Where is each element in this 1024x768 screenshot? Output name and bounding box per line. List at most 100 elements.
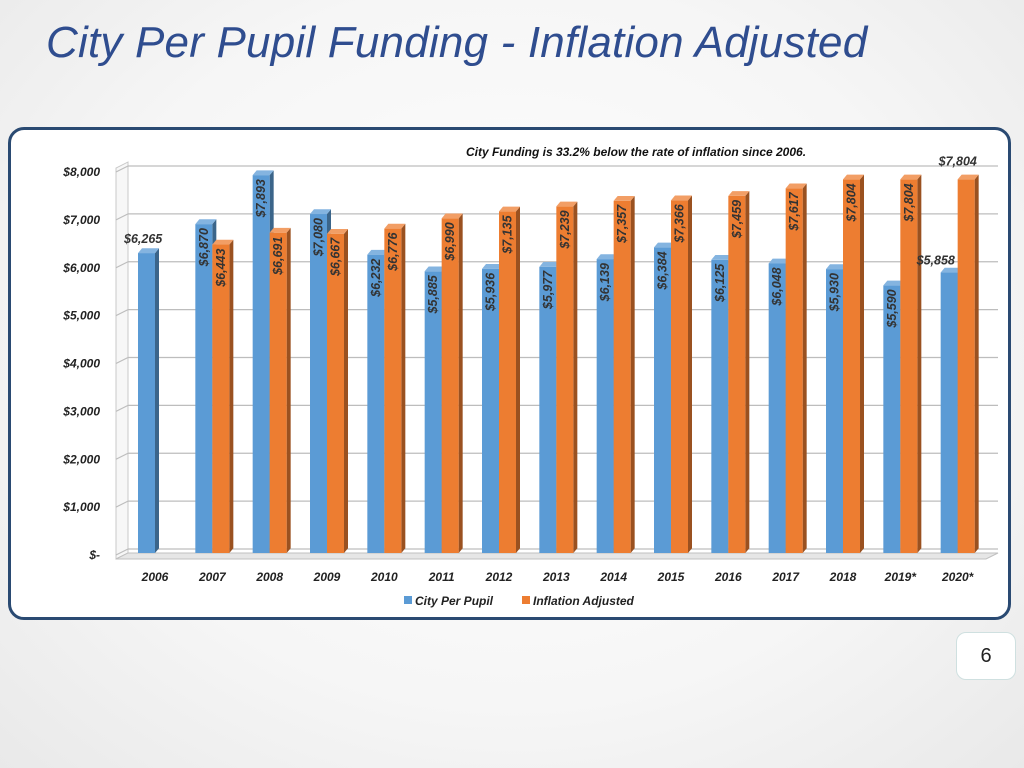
bar — [327, 229, 348, 553]
bar-front — [252, 175, 270, 553]
legend-item: Inflation Adjusted — [522, 594, 635, 608]
bar — [785, 183, 807, 553]
data-label: $7,459 — [730, 200, 744, 239]
bar-top — [539, 262, 561, 267]
bar — [957, 174, 979, 554]
bar-top — [883, 280, 905, 286]
gridline-wall — [115, 356, 129, 365]
y-tick-label: $8,000 — [62, 165, 100, 179]
gridline-wall — [115, 404, 129, 412]
bar-top — [785, 183, 807, 189]
bar-front — [327, 233, 344, 553]
gridline-wall — [115, 500, 129, 508]
y-tick-label: $4,000 — [62, 357, 100, 371]
bar-side — [344, 229, 348, 553]
bar-front — [671, 200, 688, 553]
bar-top — [499, 206, 520, 212]
bar-side — [573, 201, 578, 553]
bar-side — [974, 174, 979, 553]
data-label: $6,691 — [271, 237, 285, 276]
bar-top — [768, 258, 790, 264]
data-label: $6,139 — [598, 263, 612, 302]
data-label: $6,265 — [123, 232, 163, 246]
data-label: $7,893 — [254, 179, 268, 218]
slide-title: City Per Pupil Funding - Inflation Adjus… — [46, 18, 868, 67]
data-label: $6,048 — [770, 267, 784, 306]
gridline-wall — [115, 261, 129, 269]
x-tick-label: 2012 — [485, 570, 513, 584]
x-tick-label: 2009 — [313, 570, 341, 584]
bar-top — [252, 170, 274, 176]
bar-front — [613, 200, 631, 553]
data-label: $6,125 — [713, 263, 727, 303]
x-tick-label: 2011 — [428, 570, 455, 584]
bar-front — [843, 179, 860, 554]
y-tick-label: $- — [88, 548, 100, 562]
bar-front — [785, 188, 803, 553]
data-label: $6,667 — [329, 237, 343, 277]
data-labels: $6,265 $6,870$6,443 $7,893 $6,691 $7,080$6,6… — [123, 154, 977, 328]
data-label: $7,366 — [673, 203, 687, 243]
x-tick-label: 2016 — [714, 570, 742, 584]
x-tick-label: 2006 — [141, 570, 169, 584]
x-axis: 2006 2007 2008 2009 2010 2011 2012 2013 2014 2015… — [141, 570, 975, 584]
x-tick-label: 2008 — [255, 570, 283, 584]
bar-top — [596, 254, 618, 260]
bar-top — [138, 248, 159, 254]
data-label: $6,776 — [386, 232, 400, 272]
legend-item: City Per Pupil — [404, 594, 494, 608]
data-label: $7,804 — [845, 183, 859, 222]
bar-top — [940, 267, 962, 273]
x-tick-label: 2019* — [884, 570, 918, 584]
legend-swatch — [522, 596, 530, 604]
bar — [900, 174, 922, 554]
bar-side — [745, 191, 750, 553]
x-tick-label: 2015 — [657, 570, 685, 584]
gridline-wall — [115, 165, 129, 173]
bar-front — [212, 244, 230, 553]
bar-top — [367, 249, 389, 255]
bar-side — [401, 223, 406, 553]
bar — [556, 201, 578, 554]
bar-front — [539, 266, 557, 553]
bar-side — [229, 239, 234, 553]
bar — [843, 174, 864, 554]
data-label: $7,239 — [558, 210, 572, 249]
data-label: $6,990 — [443, 222, 457, 261]
bar-top — [957, 174, 979, 180]
bar-side — [516, 206, 520, 553]
bar-front — [883, 285, 901, 553]
bar-top — [482, 264, 503, 269]
bar-front — [728, 195, 746, 553]
bar-front — [441, 218, 459, 553]
x-tick-label: 2013 — [542, 570, 570, 584]
bar-front — [482, 268, 499, 553]
bar-side — [286, 227, 291, 553]
bar-side — [917, 174, 922, 553]
bar — [499, 206, 520, 554]
bar-top — [671, 195, 692, 201]
bar-top — [843, 174, 864, 180]
bar-top — [728, 191, 750, 196]
data-label: $7,804 — [938, 154, 977, 168]
data-label: $5,930 — [828, 273, 842, 312]
bar-front — [940, 272, 958, 553]
x-tick-label: 2010 — [370, 570, 398, 584]
data-label: $5,590 — [885, 289, 899, 328]
bar-front — [195, 224, 213, 553]
y-tick-label: $2,000 — [62, 452, 100, 466]
x-tick-label: 2014 — [599, 570, 627, 584]
bar — [671, 195, 692, 554]
bar-side — [155, 248, 159, 553]
data-label: $5,885 — [426, 274, 440, 314]
x-tick-label: 2007 — [198, 570, 227, 584]
floor — [115, 552, 999, 560]
bar-side — [630, 195, 635, 553]
data-label: $6,232 — [369, 259, 383, 298]
data-label: $5,858 — [916, 254, 955, 268]
data-label: $5,936 — [484, 272, 498, 312]
y-tick-label: $7,000 — [62, 213, 100, 227]
page-number: 6 — [956, 632, 1016, 680]
bar — [212, 239, 234, 553]
x-tick-label: 2020* — [941, 570, 975, 584]
